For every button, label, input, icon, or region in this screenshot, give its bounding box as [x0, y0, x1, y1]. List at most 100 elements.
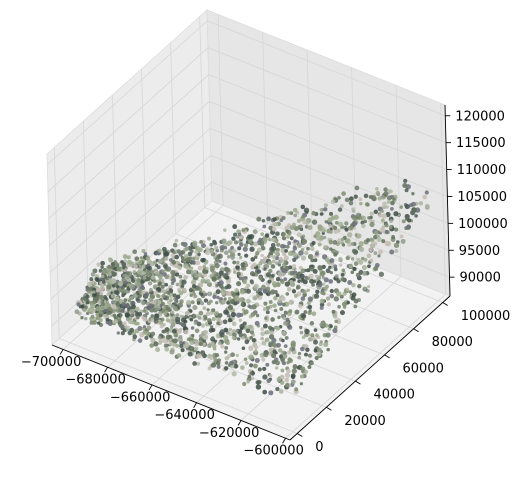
data-point	[249, 354, 254, 360]
data-point	[267, 279, 272, 284]
data-point	[363, 193, 369, 199]
data-point	[120, 288, 126, 294]
data-point	[176, 313, 180, 317]
data-point	[384, 223, 389, 228]
y-axis-tick	[326, 406, 332, 411]
data-point	[418, 201, 424, 206]
data-point	[369, 258, 374, 263]
tick-labels: −700000 −680000 −660000 −640000 −620000 −6000…	[21, 109, 511, 458]
data-point	[291, 289, 297, 294]
data-point	[275, 261, 279, 266]
data-point	[262, 224, 267, 229]
data-point	[301, 335, 306, 340]
data-point	[299, 224, 303, 229]
grid-line-z-left	[49, 101, 210, 246]
data-point	[197, 316, 202, 320]
data-point	[341, 191, 346, 196]
data-point	[187, 251, 193, 257]
data-point	[211, 276, 217, 282]
data-point	[342, 305, 347, 309]
data-point	[114, 290, 120, 296]
data-point	[307, 336, 313, 342]
data-point	[264, 233, 270, 238]
data-point	[178, 274, 183, 279]
data-point	[221, 291, 225, 296]
data-point	[205, 266, 209, 271]
data-point	[169, 325, 174, 329]
data-point	[259, 292, 264, 296]
x-axis-label: −660000	[110, 391, 171, 406]
data-point	[300, 296, 306, 301]
data-point	[189, 293, 193, 298]
data-point	[110, 262, 116, 267]
data-point	[212, 270, 217, 276]
data-point	[246, 379, 250, 384]
data-point	[97, 321, 101, 325]
data-point	[190, 279, 196, 285]
data-point	[171, 260, 177, 265]
data-point	[350, 295, 356, 301]
data-point	[129, 327, 135, 333]
data-point	[389, 219, 394, 223]
data-point	[217, 313, 223, 319]
data-point	[323, 341, 329, 347]
data-point	[175, 282, 180, 287]
data-point	[301, 239, 308, 245]
data-point	[205, 311, 211, 316]
data-point	[263, 267, 267, 271]
data-point	[277, 299, 282, 304]
data-point	[189, 266, 194, 271]
data-point	[273, 308, 278, 313]
data-point	[262, 307, 267, 312]
data-point	[209, 355, 214, 361]
data-point	[328, 224, 333, 228]
data-point	[348, 264, 353, 269]
data-point	[240, 262, 246, 268]
data-point	[268, 334, 275, 340]
grid-line-x-back	[217, 14, 224, 206]
data-point	[306, 268, 311, 273]
data-point	[382, 205, 387, 210]
data-point	[252, 262, 257, 268]
data-point	[353, 298, 359, 304]
data-point	[345, 256, 350, 261]
x-axis-label: −640000	[154, 408, 215, 423]
data-point	[293, 274, 297, 279]
data-point	[370, 212, 375, 216]
data-point	[212, 240, 218, 246]
grid-line-z-back	[207, 20, 446, 117]
grid-line-z-left	[47, 20, 208, 166]
data-point	[305, 347, 310, 352]
data-point	[352, 266, 357, 272]
data-point	[314, 274, 319, 278]
data-point	[385, 205, 389, 209]
data-point	[384, 229, 389, 234]
data-point	[300, 255, 307, 261]
data-point	[85, 294, 90, 299]
data-point	[265, 362, 270, 367]
data-point	[217, 253, 223, 259]
data-point	[271, 237, 276, 242]
data-point	[174, 298, 179, 303]
data-point	[273, 221, 279, 227]
data-point	[251, 272, 256, 277]
data-point	[319, 302, 325, 307]
data-point	[271, 259, 276, 264]
data-point	[233, 301, 238, 306]
data-point	[289, 279, 294, 284]
data-point	[179, 343, 184, 349]
data-point	[422, 194, 427, 200]
data-point	[338, 256, 343, 262]
data-point	[254, 320, 260, 326]
data-point	[401, 219, 406, 224]
data-point	[320, 288, 325, 292]
data-point	[134, 256, 140, 262]
data-point	[232, 224, 238, 230]
data-point	[254, 345, 259, 350]
data-point	[221, 299, 227, 305]
data-point	[299, 374, 305, 379]
data-point	[319, 340, 323, 344]
data-point	[280, 368, 285, 373]
data-point	[188, 288, 193, 293]
data-point	[193, 347, 198, 351]
